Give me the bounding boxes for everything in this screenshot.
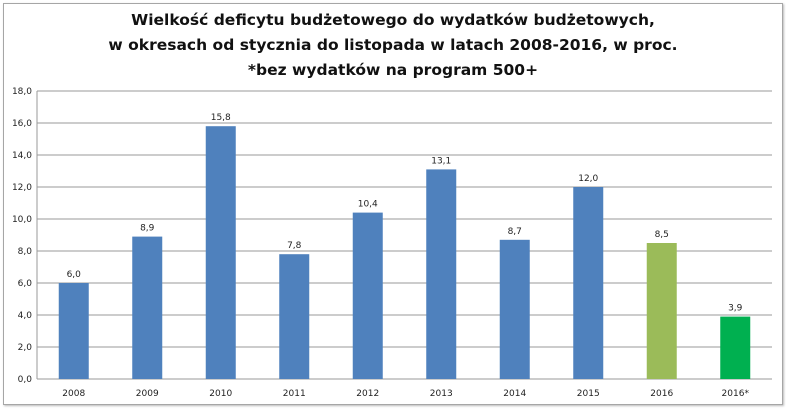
- bar: [720, 316, 751, 379]
- title-line-2: w okresach od stycznia do listopada w la…: [108, 36, 678, 54]
- data-label: 10,4: [358, 200, 378, 210]
- data-label: 3,9: [728, 304, 743, 314]
- bar: [426, 169, 457, 379]
- x-tick-label: 2015: [577, 389, 600, 399]
- y-tick-label: 14,0: [12, 151, 32, 161]
- y-tick-label: 0,0: [18, 375, 33, 385]
- y-tick-label: 4,0: [18, 311, 33, 321]
- data-label: 7,8: [287, 241, 302, 251]
- x-tick-label: 2013: [430, 389, 453, 399]
- x-tick-label: 2016*: [722, 389, 750, 399]
- x-tick-label: 2016: [650, 389, 673, 399]
- chart-frame: [3, 3, 783, 405]
- data-label: 12,0: [578, 174, 598, 184]
- x-tick-label: 2011: [283, 389, 306, 399]
- y-tick-label: 8,0: [18, 247, 33, 257]
- x-tick-label: 2014: [503, 389, 526, 399]
- x-tick-label: 2009: [136, 389, 159, 399]
- bar: [352, 212, 383, 379]
- bar: [132, 236, 163, 379]
- y-tick-label: 2,0: [18, 343, 33, 353]
- x-tick-label: 2010: [209, 389, 232, 399]
- bar: [205, 126, 236, 379]
- bar: [499, 239, 530, 379]
- y-tick-label: 12,0: [12, 183, 32, 193]
- data-label: 8,7: [508, 227, 522, 237]
- data-label: 6,0: [67, 270, 82, 280]
- title-line-1: Wielkość deficytu budżetowego do wydatkó…: [131, 11, 655, 29]
- bar: [573, 187, 604, 379]
- data-label: 15,8: [211, 113, 231, 123]
- bar: [58, 283, 89, 379]
- chart-title: Wielkość deficytu budżetowego do wydatkó…: [0, 8, 786, 83]
- data-label: 8,9: [140, 224, 155, 234]
- y-tick-label: 18,0: [12, 87, 32, 97]
- bar: [279, 254, 310, 379]
- title-line-3: *bez wydatków na program 500+: [247, 61, 539, 79]
- x-tick-label: 2012: [356, 389, 379, 399]
- data-label: 8,5: [655, 230, 669, 240]
- y-tick-label: 16,0: [12, 119, 32, 129]
- bar: [646, 243, 677, 379]
- y-tick-label: 6,0: [18, 279, 33, 289]
- y-tick-label: 10,0: [12, 215, 32, 225]
- x-tick-label: 2008: [62, 389, 85, 399]
- data-label: 13,1: [431, 156, 451, 166]
